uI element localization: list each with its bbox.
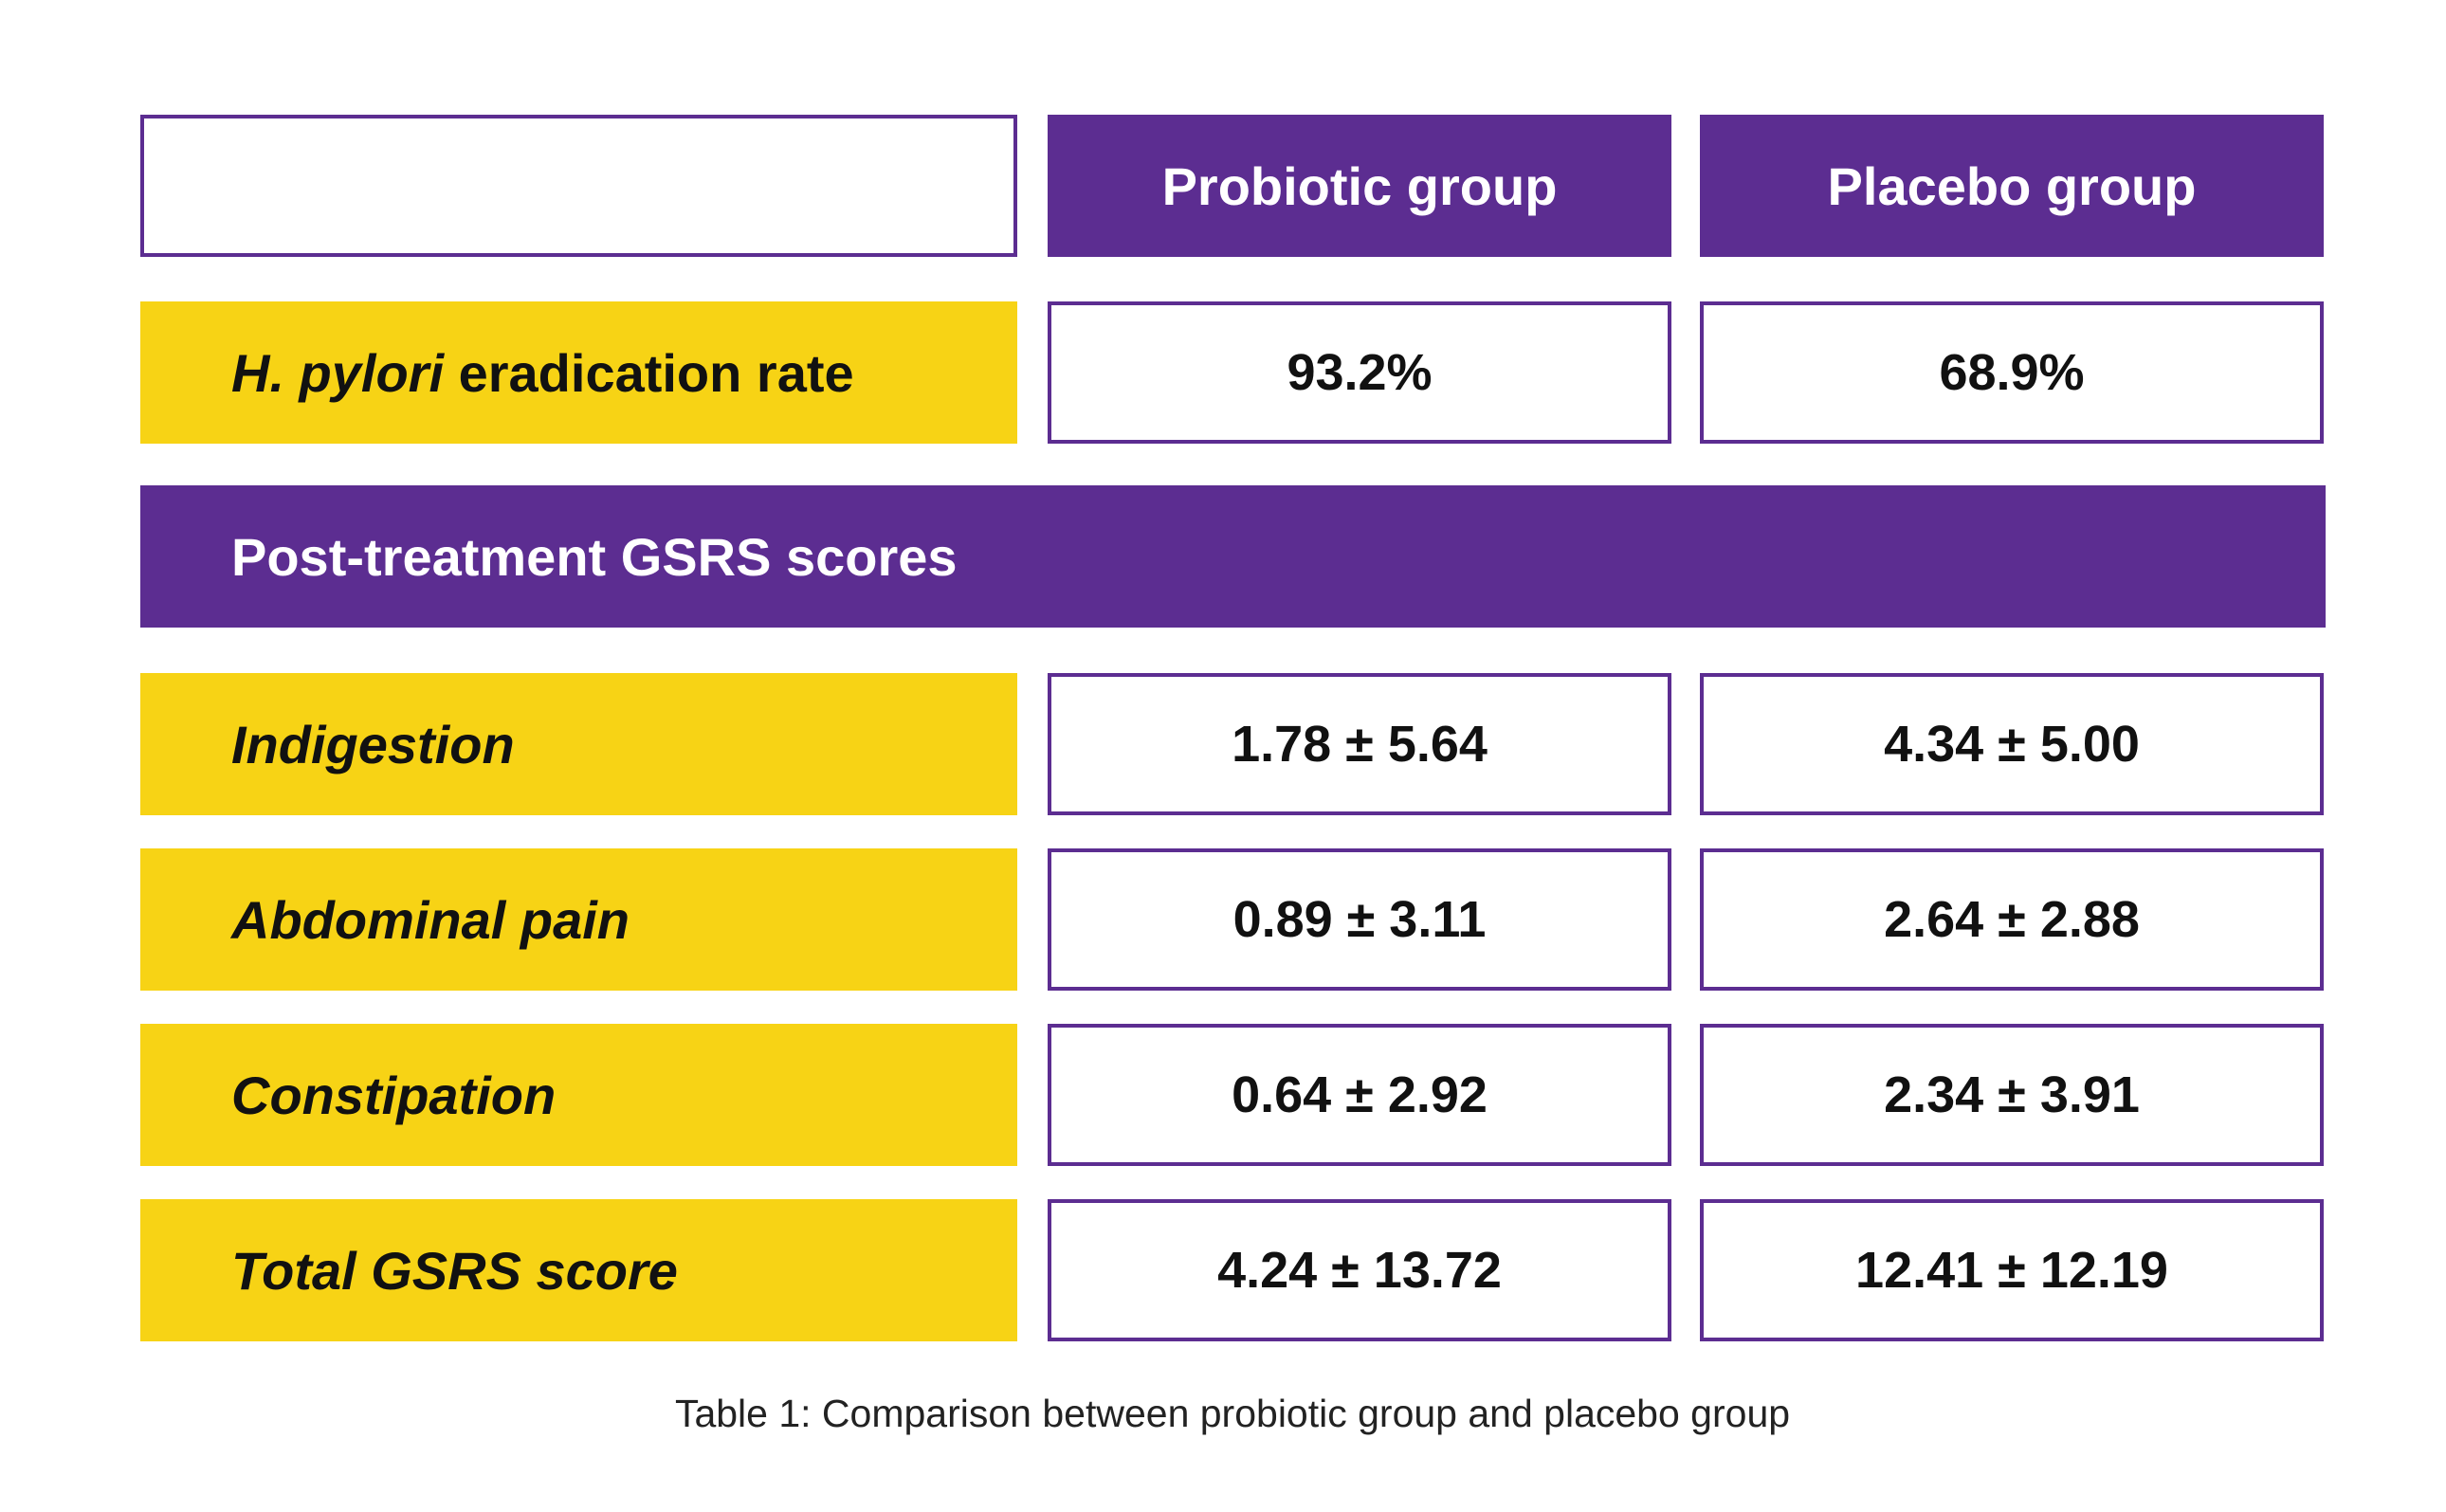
table-caption: Table 1: Comparison between probiotic gr… <box>674 1392 1791 1435</box>
row-label-total-gsrs: Total GSRS score <box>140 1199 1017 1341</box>
row-label-eradication-text: eradication rate <box>444 342 854 403</box>
cell-eradication-probiotic: 93.2% <box>1048 301 1671 444</box>
cell-eradication-placebo: 68.9% <box>1700 301 2324 444</box>
empty-header-cell <box>140 115 1017 257</box>
row-label-abdominal-pain: Abdominal pain <box>140 848 1017 991</box>
cell-abdominal-pain-probiotic: 0.89 ± 3.11 <box>1048 848 1671 991</box>
row-label-indigestion: Indigestion <box>140 673 1017 815</box>
cell-indigestion-probiotic: 1.78 ± 5.64 <box>1048 673 1671 815</box>
column-header-probiotic: Probiotic group <box>1048 115 1671 257</box>
cell-total-gsrs-probiotic: 4.24 ± 13.72 <box>1048 1199 1671 1341</box>
row-label-eradication-italic: H. pylori <box>231 342 445 403</box>
row-label-constipation: Constipation <box>140 1024 1017 1166</box>
row-label-eradication-rate: H. pylori eradication rate <box>140 301 1017 444</box>
cell-indigestion-placebo: 4.34 ± 5.00 <box>1700 673 2324 815</box>
section-header-gsrs: Post-treatment GSRS scores <box>140 485 2326 628</box>
cell-constipation-probiotic: 0.64 ± 2.92 <box>1048 1024 1671 1166</box>
column-header-placebo: Placebo group <box>1700 115 2324 257</box>
cell-total-gsrs-placebo: 12.41 ± 12.19 <box>1700 1199 2324 1341</box>
cell-constipation-placebo: 2.34 ± 3.91 <box>1700 1024 2324 1166</box>
cell-abdominal-pain-placebo: 2.64 ± 2.88 <box>1700 848 2324 991</box>
